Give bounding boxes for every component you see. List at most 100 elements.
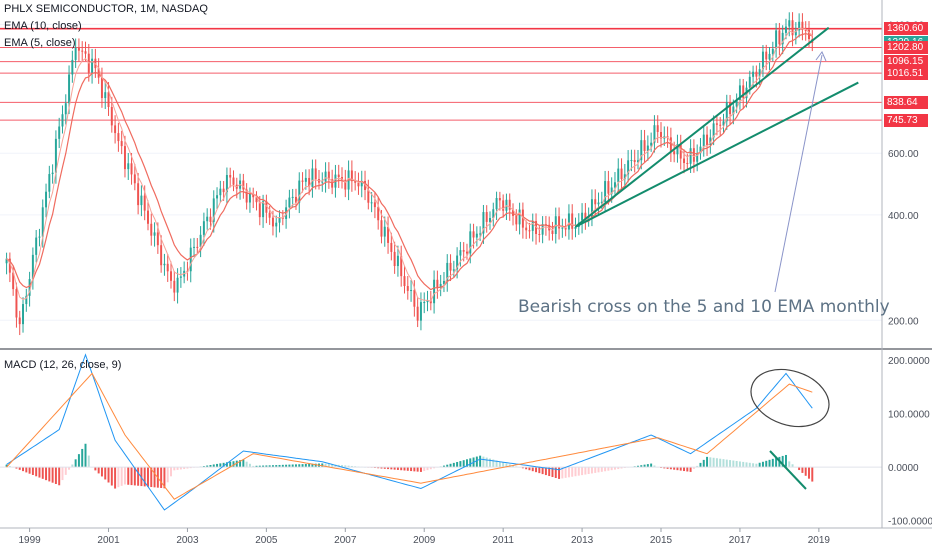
- price-tag: 1016.51: [884, 66, 928, 80]
- candle-body: [123, 146, 126, 170]
- candle-body: [673, 151, 676, 155]
- histogram-bar: [229, 461, 232, 468]
- histogram-bar: [597, 467, 600, 473]
- histogram-bar: [387, 467, 390, 470]
- histogram-bar: [459, 461, 462, 468]
- histogram-bar: [416, 467, 419, 472]
- candle-body: [311, 168, 314, 187]
- candle-body: [232, 177, 235, 185]
- candle-body: [229, 174, 232, 178]
- histogram-bar: [28, 467, 31, 474]
- price-tag: 1202.80: [884, 40, 928, 54]
- candle-body: [564, 227, 567, 230]
- candle-body: [245, 189, 248, 203]
- histogram-bar: [64, 467, 67, 475]
- candle-body: [199, 234, 202, 247]
- candle-body: [77, 47, 80, 51]
- histogram-bar: [331, 464, 334, 468]
- histogram-bar: [535, 467, 538, 473]
- candle-body: [660, 131, 662, 139]
- histogram-bar: [489, 458, 491, 468]
- candle-body: [170, 271, 172, 281]
- histogram-bar: [147, 467, 149, 487]
- candle-body: [584, 212, 587, 220]
- candle-body: [268, 212, 271, 218]
- candle-body: [370, 202, 373, 204]
- candle-body: [45, 191, 48, 208]
- histogram-bar: [637, 465, 639, 468]
- candle-body: [41, 207, 44, 237]
- candle-body: [137, 183, 140, 206]
- histogram-bar: [258, 465, 261, 468]
- y-tick-label: 600.00: [888, 149, 919, 160]
- histogram-bar: [729, 460, 732, 468]
- histogram-bar: [548, 467, 551, 477]
- candle-body: [321, 181, 324, 183]
- histogram-bar: [84, 443, 87, 468]
- histogram-bar: [71, 464, 74, 468]
- candle-body: [475, 233, 478, 238]
- histogram-bar: [301, 464, 304, 468]
- ema10-legend[interactable]: EMA (10, close): [4, 20, 82, 32]
- candle-body: [413, 290, 416, 307]
- candle-body: [482, 212, 485, 234]
- candle-body: [147, 210, 149, 224]
- ema5-legend[interactable]: EMA (5, close): [4, 37, 76, 49]
- macd-histogram: [5, 443, 814, 489]
- candle-body: [607, 181, 610, 194]
- candle-body: [456, 255, 459, 270]
- histogram-bar: [160, 467, 163, 488]
- histogram-bar: [278, 464, 281, 468]
- histogram-bar: [725, 459, 728, 468]
- histogram-bar: [738, 461, 741, 468]
- x-tick-label: 2007: [334, 535, 357, 546]
- histogram-bar: [107, 467, 110, 483]
- histogram-bar: [752, 463, 755, 468]
- histogram-bar: [248, 463, 251, 468]
- candle-body: [604, 181, 607, 202]
- histogram-bar: [104, 467, 107, 480]
- histogram-bar: [291, 464, 294, 468]
- y-tick-label: 400.00: [888, 211, 919, 222]
- candle-body: [788, 20, 791, 27]
- histogram-bar: [465, 459, 468, 468]
- histogram-bar: [429, 467, 432, 470]
- candle-body: [558, 216, 561, 229]
- candle-body: [100, 77, 103, 99]
- histogram-bar: [235, 460, 238, 468]
- histogram-bar: [574, 467, 577, 477]
- histogram-bar: [745, 462, 748, 468]
- candle-body: [729, 102, 732, 115]
- candle-body: [712, 123, 715, 138]
- candle-body: [709, 137, 712, 146]
- candle-body: [163, 263, 166, 266]
- histogram-bar: [492, 459, 495, 468]
- histogram-bar: [479, 455, 482, 468]
- candle-body: [5, 258, 8, 264]
- candle-body: [114, 125, 117, 134]
- arrow-head: [815, 51, 827, 62]
- candle-body: [262, 201, 265, 218]
- candle-body: [433, 279, 436, 304]
- candle-body: [387, 226, 390, 243]
- histogram-bar: [179, 467, 182, 470]
- candle-body: [784, 26, 787, 33]
- candle-body: [176, 277, 179, 293]
- histogram-bar: [242, 459, 245, 468]
- candle-body: [446, 262, 449, 281]
- candle-body: [715, 123, 718, 125]
- histogram-bar: [758, 462, 761, 468]
- candle-body: [8, 258, 11, 273]
- price-tag: 1096.15: [884, 55, 928, 69]
- histogram-bar: [97, 467, 100, 474]
- histogram-bar: [712, 457, 715, 468]
- histogram-bar: [222, 462, 225, 468]
- candle-body: [160, 245, 163, 266]
- histogram-bar: [666, 467, 669, 469]
- x-tick-label: 2003: [176, 535, 199, 546]
- macd-legend[interactable]: MACD (12, 26, close, 9): [4, 359, 122, 371]
- candle-body: [702, 134, 705, 147]
- histogram-bar: [683, 467, 686, 472]
- histogram-bar: [321, 463, 324, 468]
- histogram-bar: [801, 467, 804, 473]
